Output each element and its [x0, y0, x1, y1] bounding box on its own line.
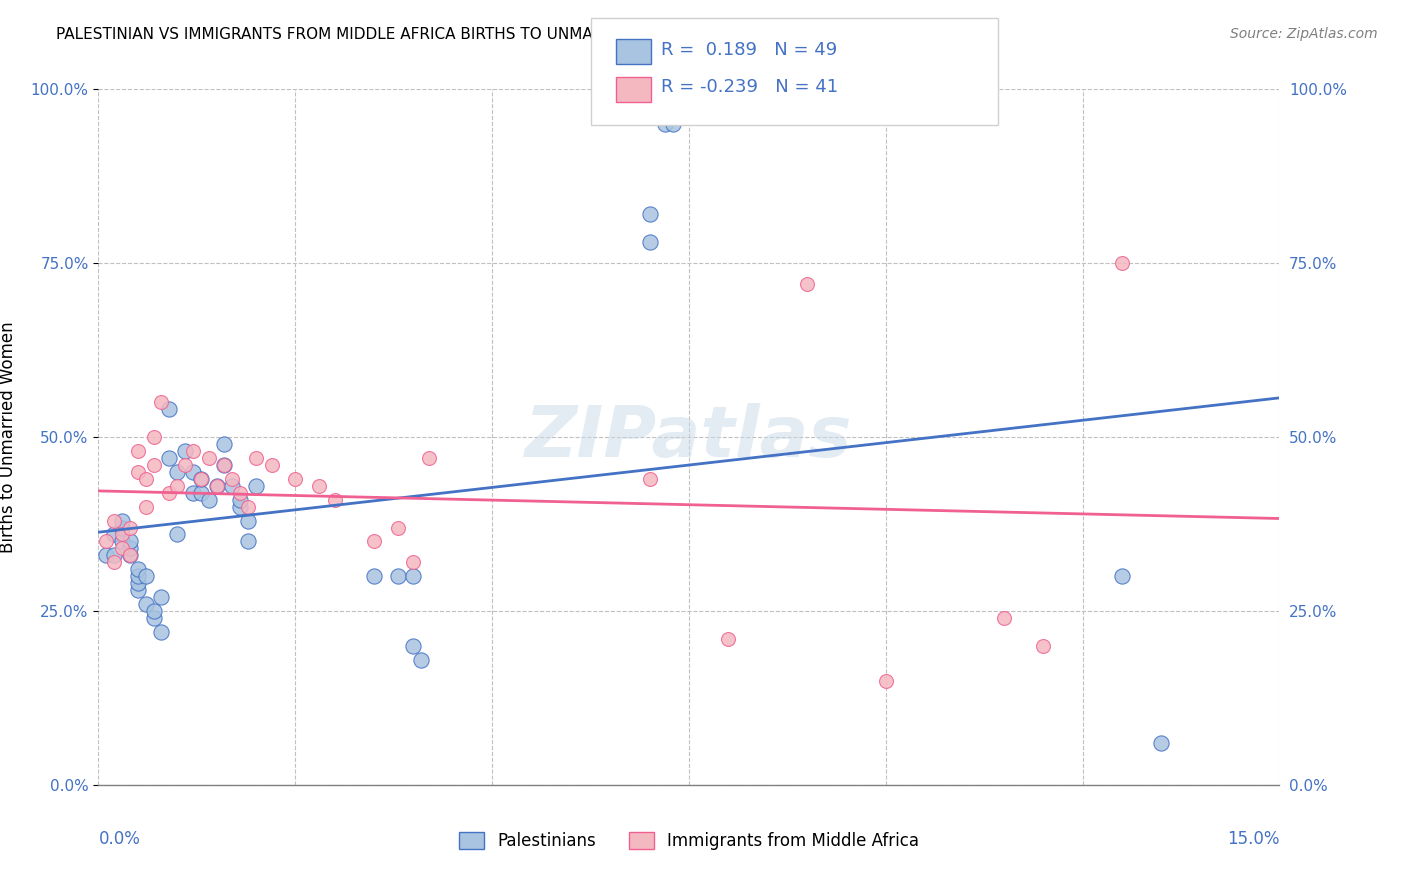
- Y-axis label: Births to Unmarried Women: Births to Unmarried Women: [0, 321, 17, 553]
- Point: [142, 430, 165, 444]
- Point: [638, 472, 661, 486]
- Point: [1032, 639, 1054, 653]
- Point: [284, 472, 307, 486]
- Point: [118, 534, 141, 549]
- Point: [190, 472, 212, 486]
- Point: [654, 117, 676, 131]
- Point: [411, 653, 433, 667]
- Point: [103, 514, 125, 528]
- Point: [190, 472, 212, 486]
- Point: [717, 632, 740, 646]
- Point: [387, 569, 409, 583]
- Point: [190, 485, 212, 500]
- Point: [236, 500, 259, 514]
- Point: [127, 465, 149, 479]
- Point: [181, 465, 204, 479]
- Point: [174, 444, 197, 458]
- Point: [111, 534, 134, 549]
- Point: [1150, 736, 1173, 750]
- Point: [111, 541, 134, 556]
- Text: R =  0.189   N = 49: R = 0.189 N = 49: [661, 41, 837, 59]
- Point: [402, 639, 425, 653]
- Point: [1111, 256, 1133, 270]
- Point: [796, 277, 818, 291]
- Point: [96, 549, 118, 563]
- Point: [142, 604, 165, 618]
- Point: [135, 569, 157, 583]
- Point: [157, 450, 180, 465]
- Point: [214, 458, 236, 472]
- Point: [103, 527, 125, 541]
- Point: [150, 624, 173, 639]
- Text: 15.0%: 15.0%: [1227, 830, 1279, 847]
- Point: [135, 472, 157, 486]
- Point: [118, 549, 141, 563]
- Point: [142, 458, 165, 472]
- Point: [111, 527, 134, 541]
- Point: [111, 514, 134, 528]
- Point: [150, 395, 173, 409]
- Point: [135, 597, 157, 611]
- Point: [236, 534, 259, 549]
- Point: [402, 569, 425, 583]
- Point: [387, 520, 409, 534]
- Point: [638, 207, 661, 221]
- Point: [127, 444, 149, 458]
- Point: [142, 611, 165, 625]
- Legend: Palestinians, Immigrants from Middle Africa: Palestinians, Immigrants from Middle Afr…: [451, 825, 927, 856]
- Point: [214, 458, 236, 472]
- Point: [118, 549, 141, 563]
- Point: [118, 541, 141, 556]
- Point: [150, 590, 173, 604]
- Point: [229, 500, 252, 514]
- Point: [363, 569, 385, 583]
- Point: [229, 492, 252, 507]
- Point: [166, 479, 188, 493]
- Point: [166, 465, 188, 479]
- Point: [174, 458, 197, 472]
- Point: [127, 562, 149, 576]
- Point: [181, 485, 204, 500]
- Point: [205, 479, 228, 493]
- Point: [260, 458, 283, 472]
- Point: [236, 514, 259, 528]
- Point: [363, 534, 385, 549]
- Point: [118, 520, 141, 534]
- Point: [103, 555, 125, 569]
- Point: [323, 492, 346, 507]
- Text: ZIPatlas: ZIPatlas: [526, 402, 852, 472]
- Point: [135, 500, 157, 514]
- Point: [993, 611, 1015, 625]
- Point: [96, 534, 118, 549]
- Text: R = -0.239   N = 41: R = -0.239 N = 41: [661, 78, 838, 96]
- Point: [157, 485, 180, 500]
- Point: [197, 450, 219, 465]
- Point: [245, 479, 267, 493]
- Point: [103, 549, 125, 563]
- Point: [205, 479, 228, 493]
- Point: [181, 444, 204, 458]
- Point: [1111, 569, 1133, 583]
- Point: [221, 479, 243, 493]
- Text: Source: ZipAtlas.com: Source: ZipAtlas.com: [1230, 27, 1378, 41]
- Point: [127, 583, 149, 598]
- Point: [221, 472, 243, 486]
- Point: [214, 437, 236, 451]
- Point: [638, 235, 661, 250]
- Point: [197, 492, 219, 507]
- Point: [127, 576, 149, 591]
- Point: [157, 402, 180, 417]
- Point: [662, 117, 685, 131]
- Point: [875, 673, 897, 688]
- Point: [418, 450, 440, 465]
- Point: [166, 527, 188, 541]
- Point: [229, 485, 252, 500]
- Text: 0.0%: 0.0%: [98, 830, 141, 847]
- Text: PALESTINIAN VS IMMIGRANTS FROM MIDDLE AFRICA BIRTHS TO UNMARRIED WOMEN CORRELATI: PALESTINIAN VS IMMIGRANTS FROM MIDDLE AF…: [56, 27, 876, 42]
- Point: [127, 569, 149, 583]
- Point: [308, 479, 330, 493]
- Point: [111, 520, 134, 534]
- Point: [245, 450, 267, 465]
- Point: [402, 555, 425, 569]
